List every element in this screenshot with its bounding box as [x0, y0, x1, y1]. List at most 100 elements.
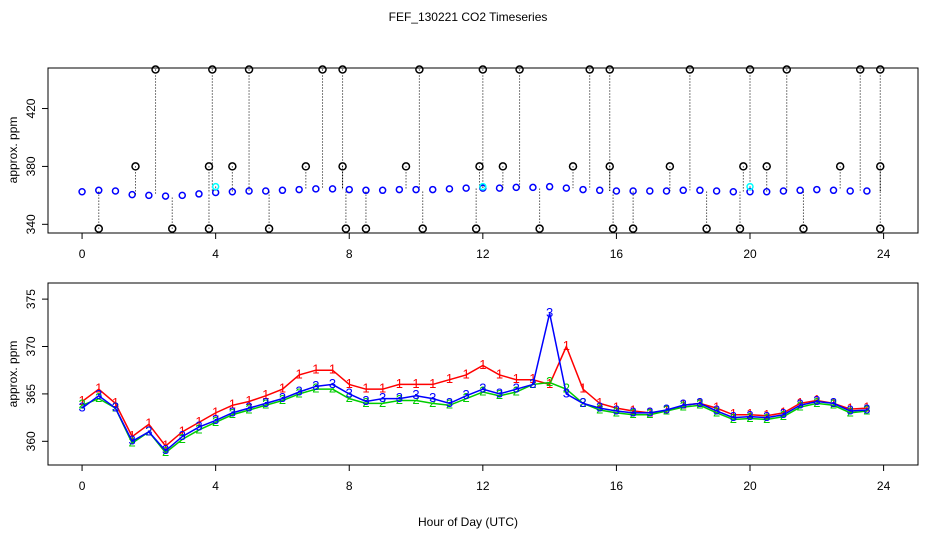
- y-tick-label: 380: [24, 156, 38, 176]
- point-marker: 3: [513, 381, 520, 396]
- x-tick-label: 4: [212, 247, 219, 261]
- point-marker: 3: [663, 401, 670, 416]
- point: [662, 187, 671, 195]
- point: [401, 162, 411, 171]
- point: [515, 65, 524, 74]
- point-marker: 3: [362, 393, 369, 408]
- point-marker: 1: [680, 397, 687, 412]
- point: [735, 224, 745, 233]
- point: [301, 162, 311, 171]
- point-marker: 1: [95, 381, 102, 396]
- point-marker: 1: [346, 376, 353, 391]
- point-marker: 1: [229, 397, 236, 412]
- point-marker: 3: [563, 385, 570, 400]
- point-marker: 3: [730, 409, 737, 424]
- point-marker: 1: [813, 392, 820, 407]
- point-marker: 1: [245, 393, 252, 408]
- point: [471, 224, 481, 233]
- point-marker: 2: [613, 404, 620, 419]
- point-marker: 3: [479, 381, 486, 396]
- point-marker: 1: [496, 366, 503, 381]
- point: [338, 162, 347, 171]
- point-marker: 1: [763, 407, 770, 422]
- point: [813, 185, 821, 194]
- point-marker: 2: [546, 374, 553, 389]
- point: [312, 185, 320, 193]
- point-marker: 1: [513, 371, 520, 386]
- point-marker: 2: [412, 392, 419, 407]
- point-marker: 3: [296, 383, 303, 398]
- point-marker: 3: [830, 395, 837, 410]
- point-marker: 2: [746, 410, 753, 425]
- point: [512, 183, 520, 192]
- point-marker: 2: [813, 395, 820, 410]
- point: [829, 186, 838, 195]
- point-marker: 2: [646, 406, 653, 421]
- point: [111, 187, 120, 195]
- point: [585, 65, 594, 74]
- point-marker: 3: [596, 400, 603, 415]
- x-tick-label: 24: [877, 479, 891, 493]
- point-marker: 2: [179, 431, 186, 446]
- point-marker: 2: [780, 408, 787, 423]
- point-marker: 3: [229, 404, 236, 419]
- point-marker: 2: [212, 414, 219, 429]
- point: [211, 182, 220, 191]
- y-tick-label: 375: [24, 289, 38, 309]
- point: [568, 162, 578, 171]
- point-marker: 1: [746, 406, 753, 421]
- point-marker: 3: [95, 387, 102, 402]
- point-marker: 2: [329, 381, 336, 396]
- point-marker: 1: [479, 357, 486, 372]
- point-marker: 2: [847, 404, 854, 419]
- point-marker: 1: [396, 376, 403, 391]
- point-marker: 2: [596, 401, 603, 416]
- point-marker: 1: [78, 393, 85, 408]
- point: [835, 162, 845, 171]
- point-marker: 1: [195, 414, 202, 429]
- point: [361, 224, 371, 233]
- point-marker: 3: [813, 393, 820, 408]
- series-line: [81, 313, 867, 452]
- x-tick-label: 24: [877, 247, 891, 261]
- point-marker: 1: [129, 428, 136, 443]
- point: [204, 162, 214, 171]
- point-marker: 2: [763, 411, 770, 426]
- point-marker: 3: [496, 385, 503, 400]
- point-marker: 1: [696, 395, 703, 410]
- point: [245, 187, 253, 195]
- series-line: [81, 344, 867, 448]
- point-marker: 3: [763, 409, 770, 424]
- point: [665, 162, 675, 171]
- point-marker: 1: [579, 381, 586, 396]
- point: [779, 187, 788, 195]
- point-marker: 1: [262, 387, 269, 402]
- point-marker: 1: [312, 362, 319, 377]
- point: [479, 182, 487, 191]
- point: [462, 184, 470, 192]
- x-tick-label: 8: [346, 247, 353, 261]
- point: [696, 186, 704, 195]
- point-marker: 3: [312, 378, 319, 393]
- point: [782, 65, 791, 74]
- point-marker: 3: [780, 406, 787, 421]
- point: [605, 162, 614, 171]
- point: [608, 224, 618, 233]
- point: [498, 162, 508, 171]
- y-tick-label: 365: [24, 384, 38, 404]
- point: [278, 186, 287, 195]
- point-marker: 1: [463, 366, 470, 381]
- x-tick-label: 8: [346, 479, 353, 493]
- point: [415, 65, 424, 74]
- point: [876, 162, 885, 171]
- point: [595, 186, 604, 195]
- point-marker: 3: [446, 395, 453, 410]
- point: [475, 162, 484, 171]
- point-marker: 1: [713, 400, 720, 415]
- point: [846, 187, 854, 195]
- point: [746, 182, 754, 191]
- point: [131, 162, 140, 171]
- point: [178, 191, 187, 200]
- x-tick-label: 0: [79, 247, 86, 261]
- point-marker: 3: [646, 404, 653, 419]
